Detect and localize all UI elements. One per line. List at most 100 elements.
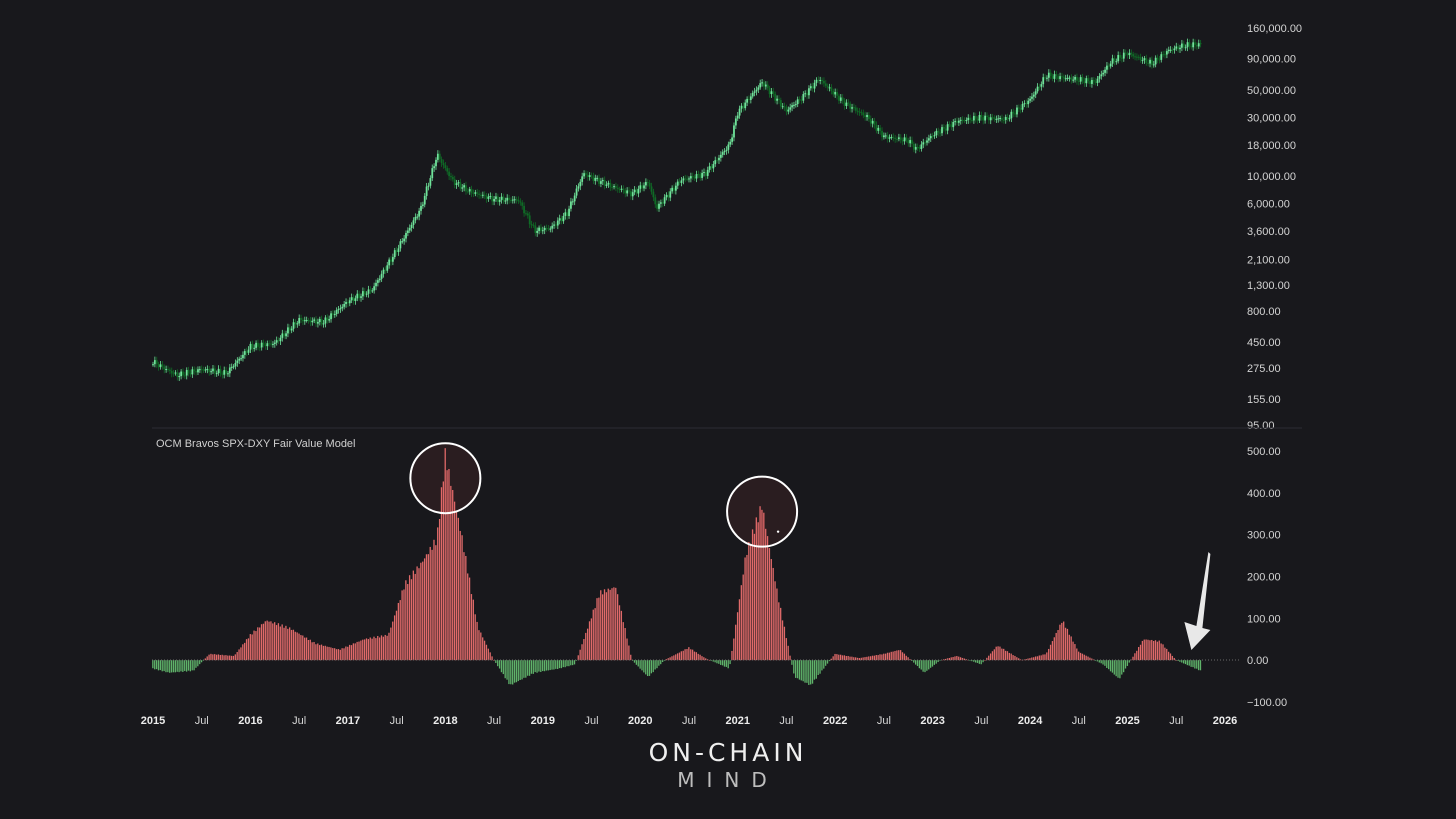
indicator-bar [723, 660, 726, 667]
indicator-bar [555, 660, 557, 669]
price-candle-body [989, 117, 992, 121]
time-tick-label: Jul [292, 715, 306, 727]
indicator-bar [860, 657, 862, 661]
indicator-bar [678, 652, 681, 661]
price-candle-body [886, 135, 889, 139]
indicator-bar [579, 649, 581, 661]
indicator-bar [795, 660, 797, 678]
indicator-bar [217, 654, 220, 661]
price-candle-body [609, 182, 612, 188]
indicator-bar [330, 647, 332, 661]
indicator-bar [238, 649, 240, 661]
price-candle-body [676, 181, 679, 186]
indicator-bar [843, 655, 846, 661]
price-candle-body [221, 373, 224, 375]
indicator-bar [414, 573, 416, 661]
indicator-bar [1063, 621, 1065, 661]
price-candle-body [817, 79, 820, 81]
indicator-bar [845, 655, 847, 661]
price-candle-body [386, 265, 389, 271]
price-candle-body [1121, 57, 1123, 59]
indicator-bar [199, 660, 201, 665]
indicator-bar [515, 660, 518, 683]
price-candle-body [534, 225, 537, 233]
indicator-bar [817, 660, 819, 675]
indicator-bar [422, 561, 424, 661]
indicator-bar [888, 652, 891, 661]
indicator-bar [324, 645, 326, 661]
indicator-bar [172, 660, 175, 673]
price-candle-body [877, 127, 880, 131]
price-candle-body [691, 176, 694, 178]
price-candle-body [547, 228, 550, 230]
indicator-bar [695, 652, 697, 661]
indicator-bar [1128, 660, 1130, 663]
price-candle-body [302, 319, 304, 322]
price-candle-body [581, 176, 584, 182]
indicator-bar [1033, 657, 1035, 661]
price-candle-body [590, 175, 593, 177]
price-candle-body [185, 369, 188, 376]
price-candle-body [1122, 52, 1125, 59]
indicator-bar [995, 646, 997, 661]
indicator-bar [630, 654, 632, 661]
indicator-bar [873, 655, 876, 661]
price-candle-body [217, 368, 220, 374]
time-tick-label: Jul [1072, 715, 1086, 727]
indicator-bar [369, 637, 371, 661]
price-candle-body [496, 196, 499, 202]
indicator-bar [869, 656, 872, 661]
price-candle-body [448, 171, 451, 177]
indicator-bar [1018, 658, 1020, 661]
indicator-bar [997, 646, 999, 661]
indicator-bar [566, 660, 568, 667]
indicator-bar [161, 660, 163, 672]
price-candle-body [1081, 77, 1084, 82]
price-candle-body [1087, 78, 1090, 82]
price-candle-body [517, 199, 520, 202]
price-candle-body [228, 367, 231, 374]
price-candle-body [1158, 59, 1161, 61]
indicator-bar [433, 539, 435, 661]
indicator-bar [450, 485, 452, 661]
indicator-bar [825, 660, 827, 666]
price-candle-body [264, 344, 267, 347]
indicator-bar [1169, 653, 1172, 661]
price-candle-body [875, 124, 878, 131]
indicator-bar [575, 660, 578, 661]
indicator-bar [169, 660, 171, 673]
price-candle-body [834, 92, 837, 95]
price-candle-body [646, 181, 649, 183]
price-candle-body [491, 196, 494, 202]
price-candle-body [540, 227, 542, 231]
price-candle-body [213, 368, 216, 374]
indicator-bar [615, 587, 617, 661]
price-candle-body [1057, 76, 1060, 80]
indicator-bar [1079, 652, 1082, 661]
indicator-bar [808, 660, 810, 685]
price-candle-body [429, 178, 432, 186]
price-candle-body [843, 100, 846, 106]
indicator-bar [573, 660, 576, 665]
indicator-bar [1093, 659, 1095, 661]
indicator-bar [660, 660, 662, 665]
indicator-bar [362, 639, 364, 661]
indicator-bar [909, 659, 911, 661]
indicator-bar [512, 660, 514, 685]
price-candle-body [307, 320, 310, 322]
price-candle-body [695, 174, 698, 179]
indicator-bar [1003, 648, 1005, 661]
price-tick-label: 18,000.00 [1247, 140, 1296, 152]
price-candle-body [555, 224, 557, 226]
indicator-bar [442, 481, 444, 661]
price-candle-body [358, 293, 361, 298]
price-candle-body [793, 104, 795, 106]
price-candle-body [802, 94, 805, 101]
indicator-bar [1119, 660, 1121, 679]
price-candle-body [1010, 111, 1013, 119]
price-candle-body [1051, 76, 1054, 79]
time-tick-label: 2026 [1213, 715, 1237, 727]
price-candle-body [654, 197, 657, 205]
price-candle-body [1017, 107, 1020, 109]
price-candle-body [703, 171, 705, 173]
